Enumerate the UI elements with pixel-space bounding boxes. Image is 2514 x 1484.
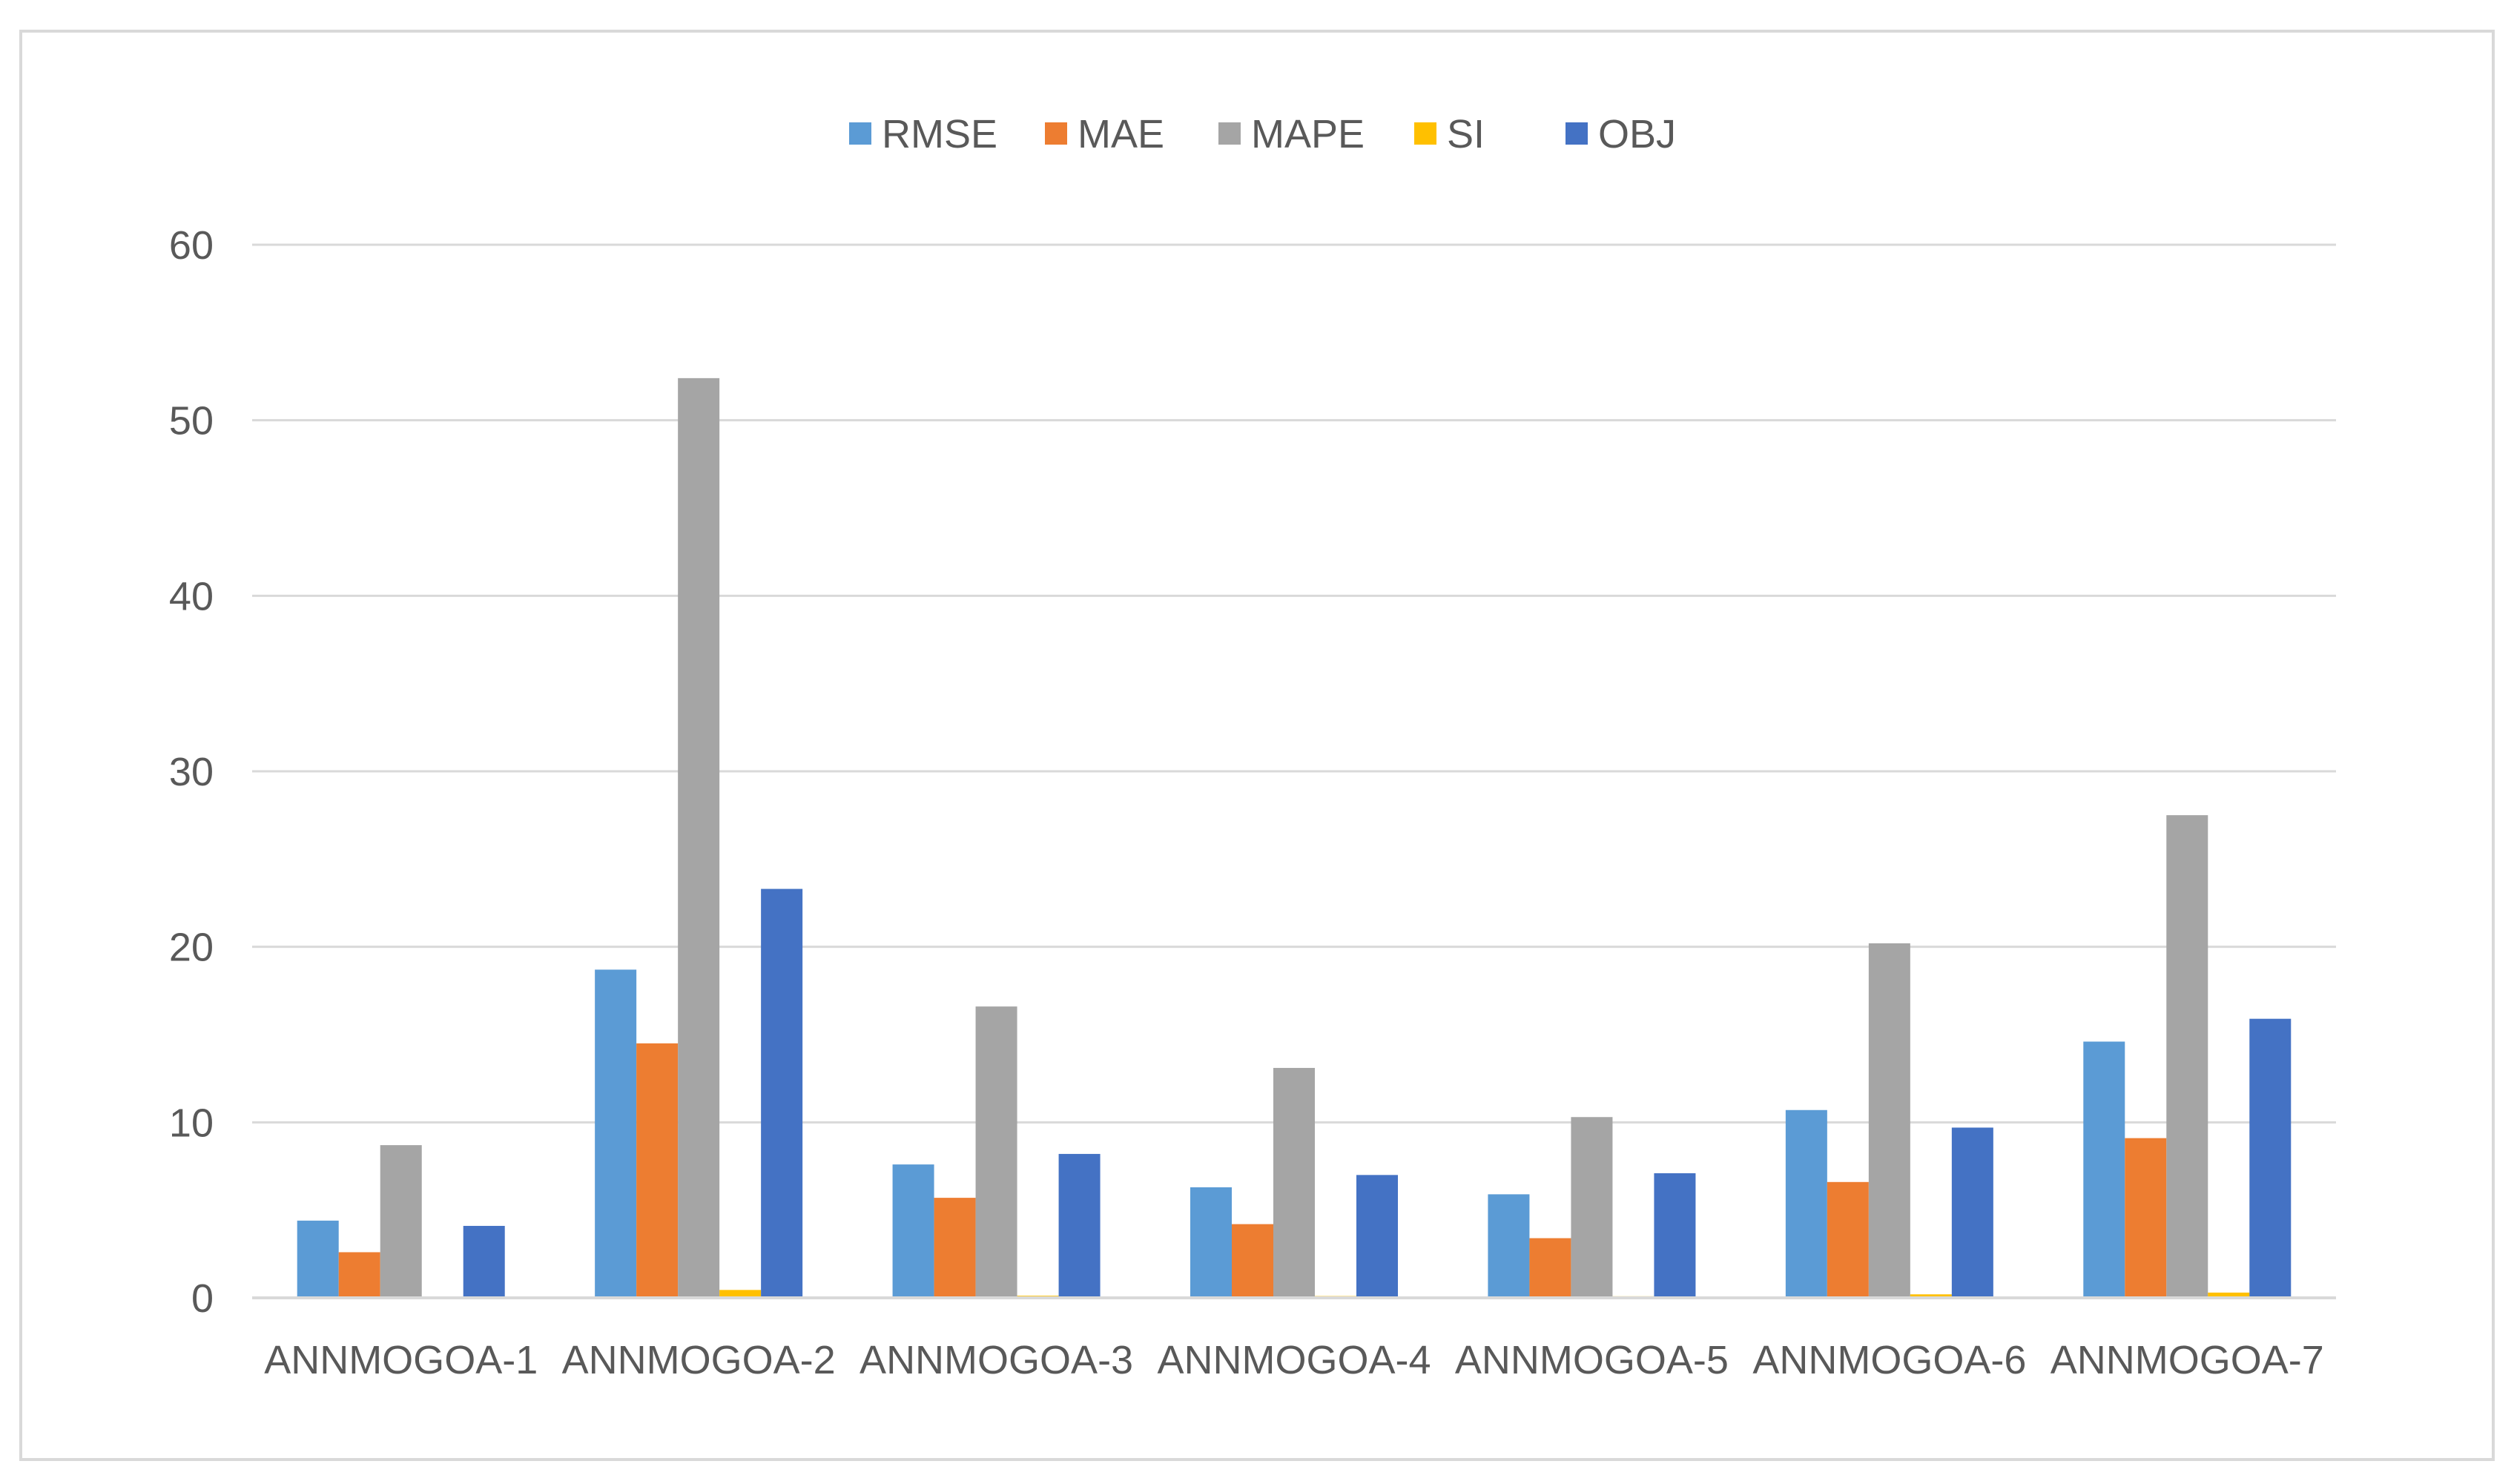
y-tick-label: 20	[169, 926, 214, 970]
legend-label-si: SI	[1447, 112, 1485, 156]
legend-swatch-rmse	[849, 122, 871, 145]
y-tick-label: 60	[169, 223, 214, 268]
x-tick-label: ANNMOGOA-1	[264, 1338, 538, 1382]
bar-si-annmogoa-6	[1910, 1294, 1952, 1298]
bar-rmse-annmogoa-6	[1785, 1109, 1827, 1298]
bar-obj-annmogoa-5	[1654, 1173, 1696, 1298]
bar-mae-annmogoa-2	[636, 1043, 679, 1298]
legend-label-rmse: RMSE	[882, 112, 997, 156]
bar-mae-annmogoa-1	[338, 1252, 380, 1298]
y-tick-label: 40	[169, 574, 214, 619]
bar-rmse-annmogoa-5	[1488, 1194, 1530, 1298]
chart-frame	[19, 30, 2495, 1461]
legend-swatch-mape	[1218, 122, 1241, 145]
y-tick-label: 0	[191, 1276, 214, 1321]
bar-obj-annmogoa-2	[761, 888, 803, 1298]
legend-swatch-si	[1414, 122, 1436, 145]
bar-obj-annmogoa-1	[463, 1225, 505, 1298]
bar-rmse-annmogoa-1	[297, 1220, 339, 1298]
bar-obj-annmogoa-6	[1951, 1127, 1993, 1298]
legend-label-mape: MAPE	[1251, 112, 1365, 156]
legend-label-obj: OBJ	[1598, 112, 1676, 156]
bar-si-annmogoa-2	[719, 1290, 762, 1298]
bar-mae-annmogoa-6	[1827, 1181, 1869, 1298]
bar-mae-annmogoa-7	[2125, 1138, 2167, 1298]
bar-rmse-annmogoa-7	[2083, 1041, 2125, 1298]
bar-mape-annmogoa-6	[1868, 943, 1910, 1298]
bar-obj-annmogoa-4	[1356, 1175, 1398, 1298]
bar-rmse-annmogoa-4	[1190, 1187, 1232, 1298]
bar-mae-annmogoa-3	[934, 1198, 976, 1298]
legend-swatch-obj	[1566, 122, 1588, 145]
legend: RMSE MAE MAPE SI OBJ	[849, 112, 1676, 156]
y-tick-label: 50	[169, 399, 214, 443]
x-tick-label: ANNMOGOA-3	[860, 1338, 1133, 1382]
bar-rmse-annmogoa-2	[595, 969, 637, 1298]
bar-mape-annmogoa-7	[2166, 815, 2208, 1298]
legend-label-mae: MAE	[1078, 112, 1164, 156]
bar-rmse-annmogoa-3	[892, 1164, 934, 1298]
x-tick-label: ANNMOGOA-5	[1455, 1338, 1729, 1382]
legend-swatch-mae	[1045, 122, 1067, 145]
bar-mape-annmogoa-5	[1571, 1117, 1613, 1298]
bar-si-annmogoa-7	[2208, 1292, 2250, 1298]
x-tick-label: ANNMOGOA-7	[2051, 1338, 2324, 1382]
y-tick-label: 10	[169, 1101, 214, 1145]
bar-mae-annmogoa-4	[1232, 1224, 1273, 1298]
x-tick-label: ANNMOGOA-4	[1157, 1338, 1431, 1382]
bar-mae-annmogoa-5	[1529, 1238, 1571, 1298]
bar-obj-annmogoa-3	[1058, 1153, 1101, 1298]
bar-obj-annmogoa-7	[2249, 1018, 2292, 1298]
bars	[297, 377, 2292, 1298]
x-tick-label: ANNMOGOA-6	[1752, 1338, 2026, 1382]
bar-mape-annmogoa-4	[1273, 1067, 1315, 1298]
bar-mape-annmogoa-2	[678, 377, 720, 1298]
gridlines	[252, 243, 2336, 1124]
x-tick-label: ANNMOGOA-2	[562, 1338, 836, 1382]
bar-mape-annmogoa-1	[380, 1145, 422, 1298]
axes: 0 10 20 30 40 50 60 ANNMOGOA-1 ANNMOGOA-2 ANNMOGO…	[169, 223, 2336, 1382]
bar-mape-annmogoa-3	[975, 1006, 1017, 1298]
y-tick-label: 30	[169, 750, 214, 794]
